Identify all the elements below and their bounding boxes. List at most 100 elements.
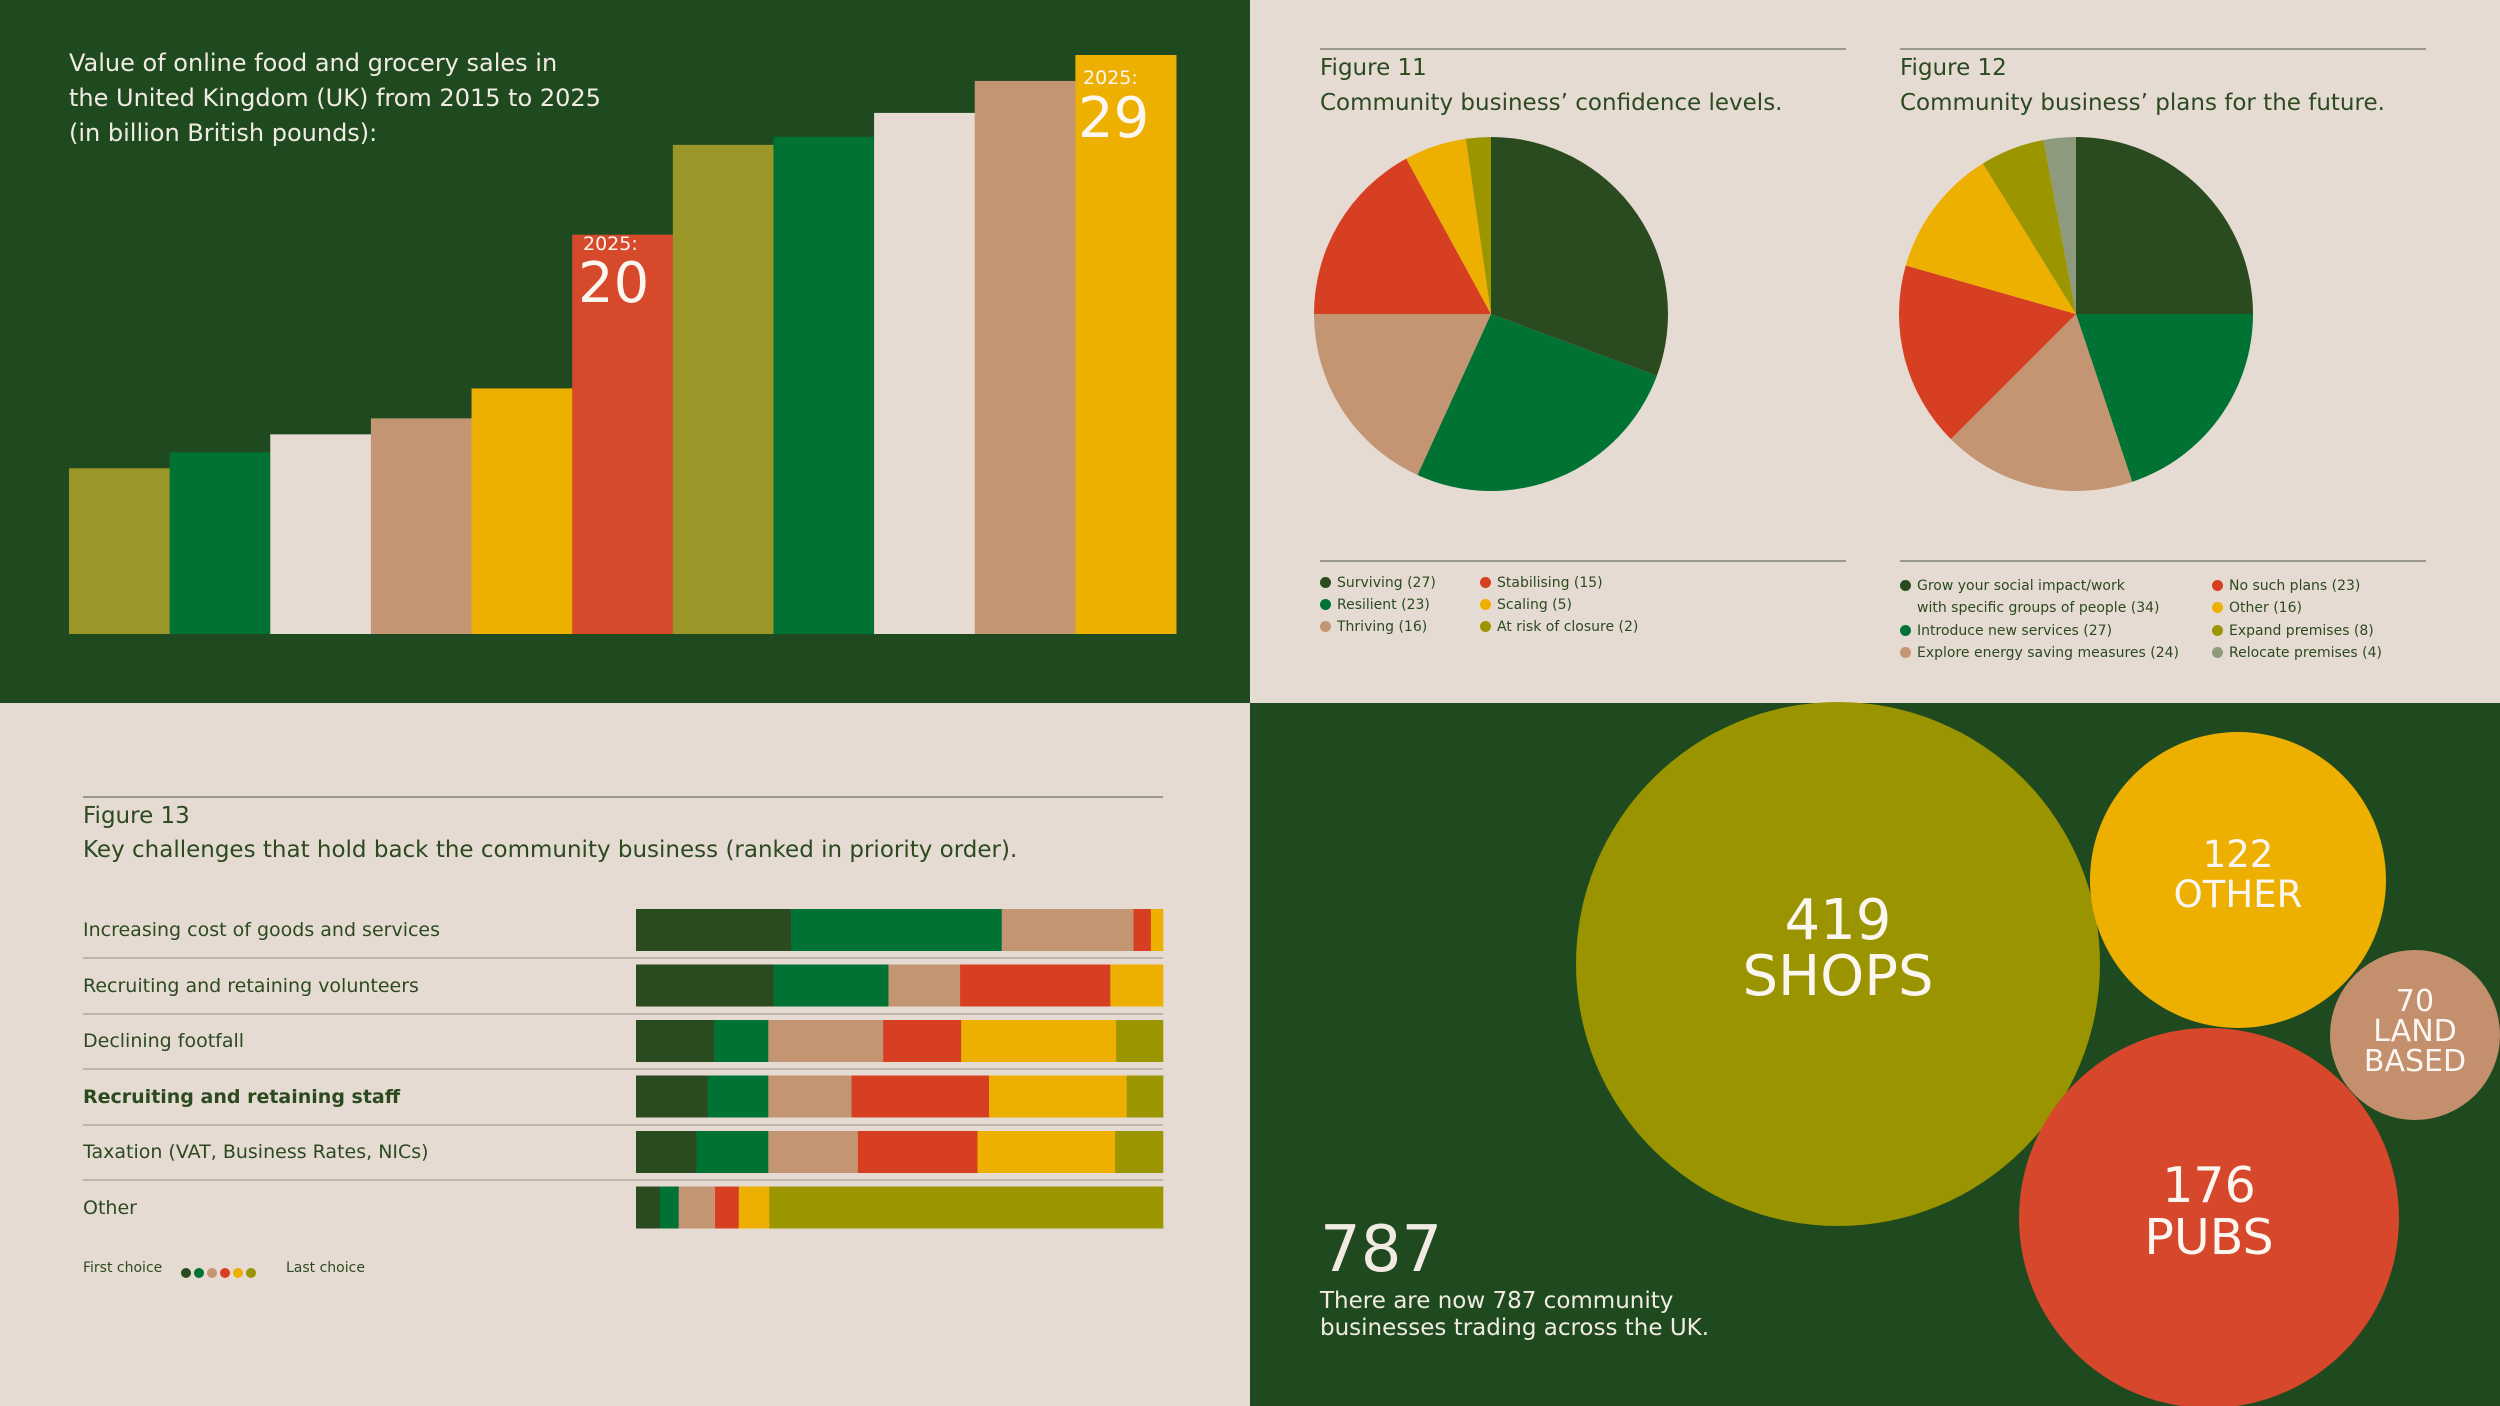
legend-swatch bbox=[1320, 577, 1331, 588]
challenge-segment-rank-2 bbox=[707, 1075, 769, 1118]
row-divider bbox=[83, 1012, 1163, 1015]
legend-label: Expand premises (8) bbox=[2229, 623, 2374, 639]
bar-chart-title-line-2: the United Kingdom (UK) from 2015 to 202… bbox=[69, 84, 601, 112]
figure13-top-rule bbox=[83, 796, 1163, 798]
challenge-label: Increasing cost of goods and services bbox=[83, 919, 441, 941]
figure12-slice-5 bbox=[1905, 163, 2076, 314]
bubble-label: PUBS bbox=[2144, 1209, 2274, 1266]
legend-swatch bbox=[1480, 621, 1491, 632]
challenge-segment-rank-3 bbox=[768, 1131, 859, 1173]
challenge-segment-rank-3 bbox=[768, 1020, 884, 1062]
challenge-segment-rank-6 bbox=[1115, 1131, 1164, 1173]
challenge-label: Declining footfall bbox=[83, 1030, 245, 1052]
bar-11 bbox=[1075, 55, 1177, 634]
bubble-value: 176 bbox=[2162, 1157, 2256, 1214]
legend-swatch bbox=[2212, 625, 2223, 636]
figure11-slice-5 bbox=[1406, 138, 1491, 314]
figure12-legend-item: Introduce new services (27) bbox=[1900, 620, 2112, 642]
legend-label: Stabilising (15) bbox=[1497, 575, 1603, 591]
legend-swatch bbox=[1480, 577, 1491, 588]
legend-label: Explore energy saving measures (24) bbox=[1917, 645, 2180, 661]
figure11-legend-item: At risk of closure (2) bbox=[1480, 619, 1638, 635]
total-businesses-number: 787 bbox=[1320, 1213, 1443, 1287]
legend-label: Scaling (5) bbox=[1497, 597, 1572, 613]
legend-label: Thriving (16) bbox=[1337, 619, 1428, 635]
legend-swatch bbox=[2212, 647, 2223, 658]
bar-chart-title-line-1: Value of online food and grocery sales i… bbox=[69, 49, 558, 77]
bar-9 bbox=[874, 112, 976, 634]
bar-1 bbox=[69, 468, 171, 634]
legend-label: Relocate premises (4) bbox=[2229, 645, 2382, 661]
challenge-segment-rank-2 bbox=[696, 1131, 769, 1173]
challenge-segment-rank-1 bbox=[636, 1186, 661, 1229]
challenge-segment-rank-1 bbox=[636, 909, 792, 951]
challenge-segment-rank-1 bbox=[636, 964, 774, 1007]
challenges-stacked-bar-chart bbox=[636, 909, 1164, 1229]
challenge-segment-rank-1 bbox=[636, 1020, 715, 1062]
figure11-legend-item: Thriving (16) bbox=[1320, 619, 1427, 635]
figure12-legend-item: Other (16) bbox=[2212, 597, 2302, 619]
figure12-top-rule bbox=[1900, 48, 2426, 50]
challenge-segment-rank-3 bbox=[678, 1186, 716, 1229]
legend-label: with specific groups of people (34) bbox=[1917, 600, 2160, 616]
rank-dot-3 bbox=[207, 1268, 217, 1278]
bar-2 bbox=[169, 452, 271, 634]
rank-dot-6 bbox=[246, 1268, 256, 1278]
challenge-label: Taxation (VAT, Business Rates, NICs) bbox=[83, 1141, 429, 1163]
figure13-legend-last: Last choice bbox=[286, 1260, 365, 1276]
figure11-legend-item: Stabilising (15) bbox=[1480, 575, 1603, 591]
figure12-slice-7 bbox=[2043, 137, 2076, 314]
figure12-legend-item: Grow your social impact/work with specifi… bbox=[1900, 575, 2160, 619]
bubble-label: OTHER bbox=[2173, 873, 2303, 916]
legend-label: At risk of closure (2) bbox=[1497, 619, 1639, 635]
legend-label: Resilient (23) bbox=[1337, 597, 1430, 613]
challenge-segment-rank-4 bbox=[715, 1186, 740, 1229]
figure12-legend-item: Explore energy saving measures (24) bbox=[1900, 642, 2179, 664]
challenges-panel: Figure 13 Key challenges that hold back … bbox=[0, 703, 1250, 1406]
row-divider bbox=[83, 1179, 1163, 1181]
bar-annotation-2-prefix: 2025: bbox=[1083, 67, 1138, 89]
bubble-label: BASED bbox=[2363, 1044, 2467, 1079]
bar-annotation-1-prefix: 2025: bbox=[583, 233, 638, 255]
bar-chart-title: Value of online food and grocery sales i… bbox=[69, 46, 629, 151]
figure13-caption: Key challenges that hold back the commun… bbox=[83, 837, 1018, 863]
legend-swatch bbox=[1480, 599, 1491, 610]
challenge-segment-rank-6 bbox=[1126, 1075, 1164, 1118]
figure11-caption: Community business’ confidence levels. bbox=[1320, 90, 1783, 116]
figure11-legend-item: Surviving (27) bbox=[1320, 575, 1436, 591]
figure12-slice-4 bbox=[1899, 265, 2076, 440]
challenge-segment-rank-3 bbox=[1001, 909, 1134, 951]
figure11-slice-6 bbox=[1465, 137, 1491, 314]
challenge-segment-rank-5 bbox=[961, 1020, 1117, 1062]
challenge-segment-rank-4 bbox=[1133, 909, 1152, 951]
legend-swatch bbox=[1320, 599, 1331, 610]
bar-annotation-2-value: 29 bbox=[1078, 86, 1150, 151]
legend-label: No such plans (23) bbox=[2229, 578, 2361, 594]
row-divider bbox=[83, 1068, 1163, 1070]
figure13-legend-dots bbox=[181, 1262, 259, 1281]
figure12-legend-rule bbox=[1900, 560, 2426, 562]
figure12-slice-6 bbox=[1982, 140, 2076, 314]
bar-3 bbox=[270, 434, 372, 634]
legend-label: Introduce new services (27) bbox=[1917, 623, 2113, 639]
total-businesses-description: There are now 787 community businesses t… bbox=[1320, 1288, 1710, 1341]
challenge-segment-rank-2 bbox=[713, 1020, 769, 1062]
challenge-segment-rank-4 bbox=[851, 1075, 990, 1118]
challenge-label: Other bbox=[83, 1196, 137, 1219]
rank-dot-4 bbox=[220, 1268, 230, 1278]
challenge-segment-rank-1 bbox=[636, 1075, 708, 1118]
bar-chart-title-line-3: (in billion British pounds): bbox=[69, 119, 378, 147]
pie-charts-panel: Figure 11 Community business’ confidence… bbox=[1250, 0, 2500, 703]
online-grocery-sales-panel: Value of online food and grocery sales i… bbox=[0, 0, 1250, 703]
bubble-value: 70 bbox=[2395, 984, 2435, 1019]
legend-label: Surviving (27) bbox=[1337, 575, 1436, 591]
figure11-slice-3 bbox=[1314, 314, 1491, 476]
figure12-caption: Community business’ plans for the future… bbox=[1900, 90, 2385, 116]
bubble-value: 419 bbox=[1784, 888, 1892, 953]
figure12-number: Figure 12 bbox=[1900, 55, 2007, 81]
figure11-legend-item: Resilient (23) bbox=[1320, 597, 1430, 613]
bar-10 bbox=[974, 80, 1076, 634]
challenge-segment-rank-4 bbox=[883, 1020, 962, 1062]
bar-6 bbox=[572, 234, 674, 635]
challenge-segment-rank-3 bbox=[768, 1075, 852, 1118]
